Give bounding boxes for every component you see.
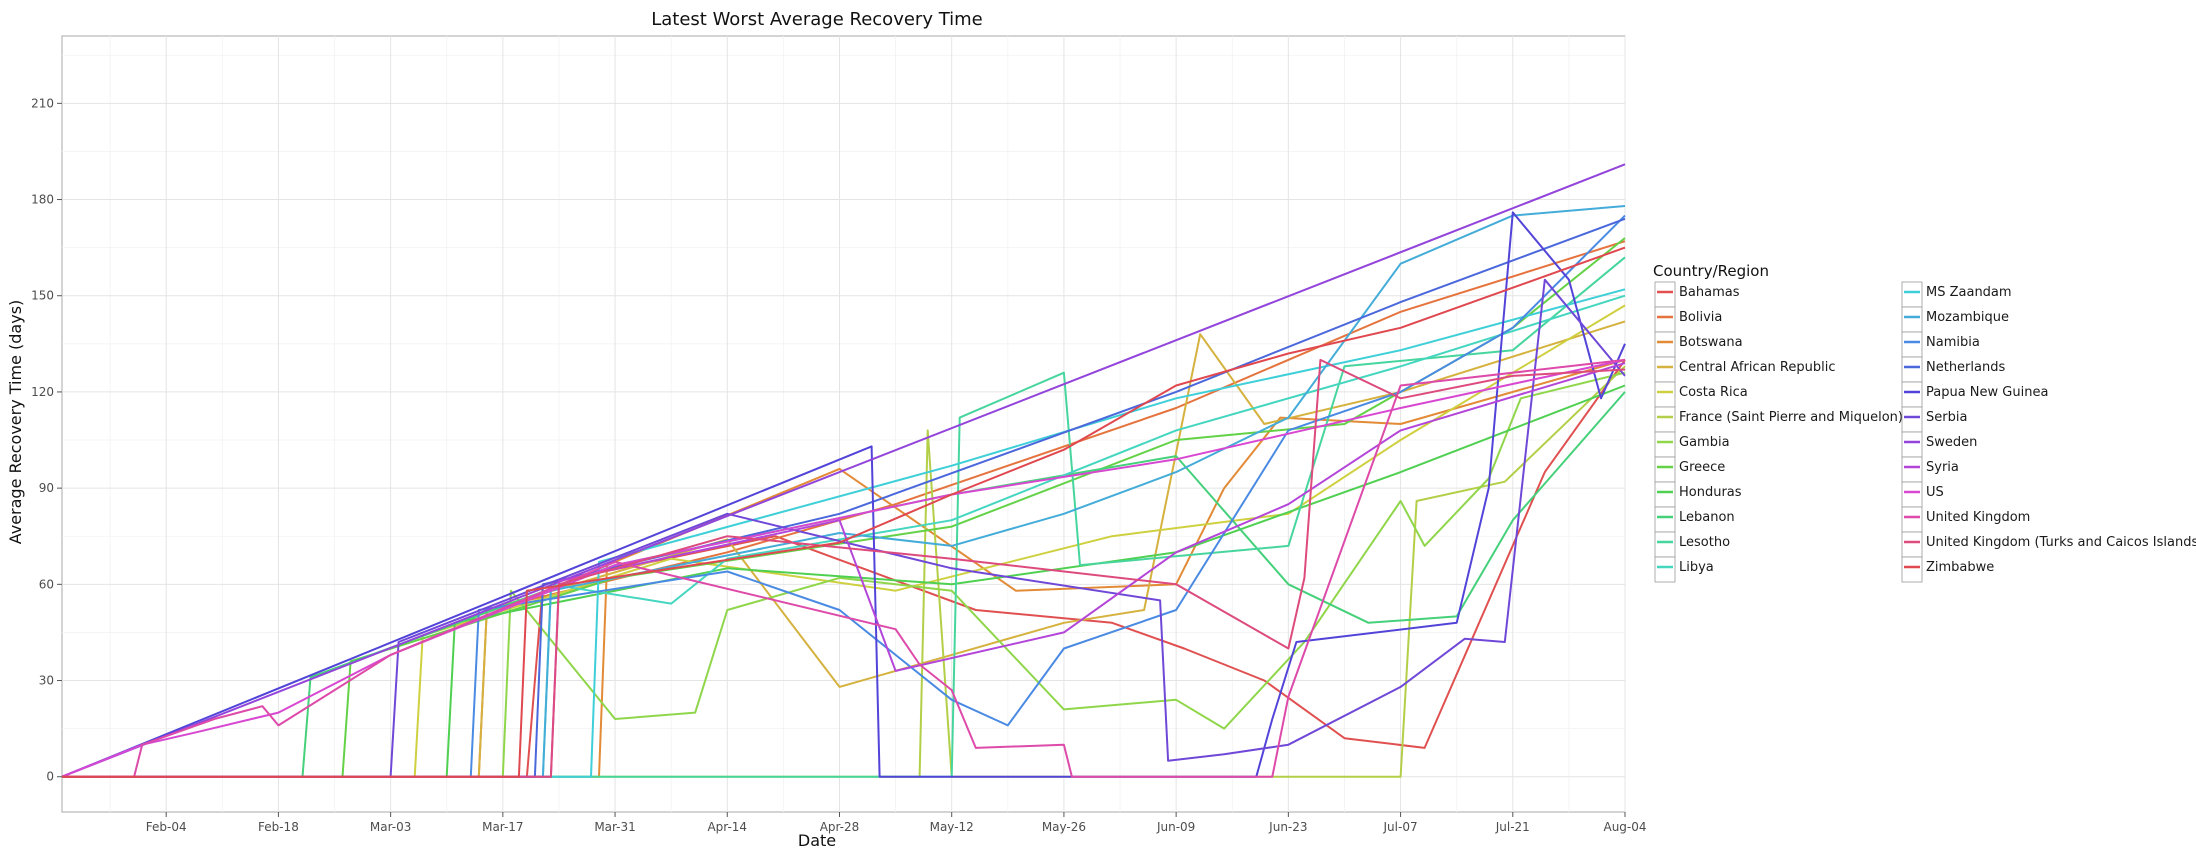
y-tick-label: 60 (39, 577, 54, 591)
series-line (61, 163, 1626, 778)
series-line (62, 384, 1626, 778)
legend-label: Papua New Guinea (1926, 385, 2048, 400)
x-tick-label: May-12 (930, 820, 974, 834)
legend-key (1654, 531, 1676, 558)
legend-label: Sweden (1926, 435, 1977, 450)
legend-key (1901, 356, 1923, 383)
legend-label: Costa Rica (1679, 385, 1748, 400)
legend-key (1654, 306, 1676, 333)
legend-label: United Kingdom (Turks and Caicos Islands… (1926, 535, 2196, 550)
y-tick-label: 30 (39, 674, 54, 688)
legend-label: Greece (1679, 460, 1725, 475)
legend-key (1654, 356, 1676, 383)
legend-label: United Kingdom (1926, 510, 2030, 525)
legend-key (1901, 456, 1923, 483)
x-tick-label: Feb-04 (146, 820, 187, 834)
legend-label: Zimbabwe (1926, 560, 1994, 575)
y-tick-label: 210 (31, 96, 54, 110)
legend-label: Central African Republic (1679, 360, 1835, 375)
legend-label: Bolivia (1679, 310, 1722, 325)
x-tick-label: Mar-03 (370, 820, 411, 834)
legend-label: Serbia (1926, 410, 1967, 425)
x-tick-label: Apr-28 (820, 820, 860, 834)
y-tick-label: 180 (31, 193, 54, 207)
legend-label: Libya (1679, 560, 1714, 575)
x-tick-label: Aug-04 (1603, 820, 1646, 834)
y-tick-label: 150 (31, 289, 54, 303)
chart-title: Latest Worst Average Recovery Time (651, 9, 983, 30)
legend-key (1901, 306, 1923, 333)
plot-area (61, 35, 1626, 813)
y-tick-label: 120 (31, 385, 54, 399)
legend-label: US (1926, 485, 1944, 500)
legend-label: MS Zaandam (1926, 285, 2012, 300)
legend-key (1654, 431, 1676, 458)
x-tick-label: Jun-09 (1156, 820, 1195, 834)
legend-label: Mozambique (1926, 310, 2009, 325)
x-tick-label: Jun-23 (1268, 820, 1307, 834)
series-line (62, 246, 1626, 778)
legend-key (1901, 331, 1923, 358)
series-line (61, 211, 1626, 778)
legend-label: Honduras (1679, 485, 1742, 500)
legend-key (1901, 406, 1923, 433)
y-tick-label: 90 (39, 481, 54, 495)
x-tick-label: Jul-21 (1495, 820, 1530, 834)
legend-key (1901, 531, 1923, 558)
x-tick-label: Feb-18 (258, 820, 299, 834)
legend-key (1654, 481, 1676, 508)
x-tick-label: Mar-31 (594, 820, 635, 834)
series-line (62, 205, 1626, 778)
legend-label: Namibia (1926, 335, 1980, 350)
legend-key (1901, 281, 1923, 308)
x-axis-ticks: Feb-04 Feb-18 Mar-03 Mar-17 Mar-31 Apr-14 Apr-… (146, 812, 1647, 834)
legend-key (1654, 406, 1676, 433)
legend-key (1901, 506, 1923, 533)
legend-label: Lesotho (1679, 535, 1730, 550)
x-tick-label: Mar-17 (482, 820, 523, 834)
y-axis-ticks: 0 30 60 90 120 150 180 210 (31, 96, 62, 784)
series-line (62, 278, 1626, 778)
legend-key (1654, 556, 1676, 583)
legend-key (1654, 456, 1676, 483)
legend-key (1901, 381, 1923, 408)
legend-title: Country/Region (1653, 262, 1769, 280)
series-line (62, 358, 1626, 778)
legend: Country/Region Bahamas Bolivia Botswana Cen… (1653, 262, 2196, 583)
legend-key (1901, 431, 1923, 458)
x-tick-label: Jul-07 (1383, 820, 1418, 834)
legend-key (1901, 481, 1923, 508)
y-axis-label: Average Recovery Time (days) (6, 300, 25, 545)
series-line (62, 359, 1626, 778)
plot-background (61, 35, 1626, 813)
x-tick-label: Apr-14 (707, 820, 747, 834)
legend-label: Botswana (1679, 335, 1743, 350)
x-tick-label: May-26 (1042, 820, 1086, 834)
series-line (61, 358, 1626, 778)
legend-label: Lebanon (1679, 510, 1735, 525)
legend-label: France (Saint Pierre and Miquelon) (1679, 410, 1903, 425)
legend-label: Bahamas (1679, 285, 1740, 300)
series-line (62, 304, 1626, 778)
legend-key (1654, 506, 1676, 533)
legend-label: Netherlands (1926, 360, 2005, 375)
legend-key (1654, 331, 1676, 358)
series-line (62, 358, 1626, 778)
legend-label: Gambia (1679, 435, 1730, 450)
series-line (62, 391, 1626, 778)
legend-key (1901, 556, 1923, 583)
series-lines (61, 163, 1626, 778)
y-tick-label: 0 (46, 770, 54, 784)
series-line (62, 371, 1626, 778)
legend-label: Syria (1926, 460, 1959, 475)
legend-key (1654, 281, 1676, 308)
x-axis-label: Date (798, 831, 836, 850)
series-line (62, 288, 1626, 778)
legend-key (1654, 381, 1676, 408)
